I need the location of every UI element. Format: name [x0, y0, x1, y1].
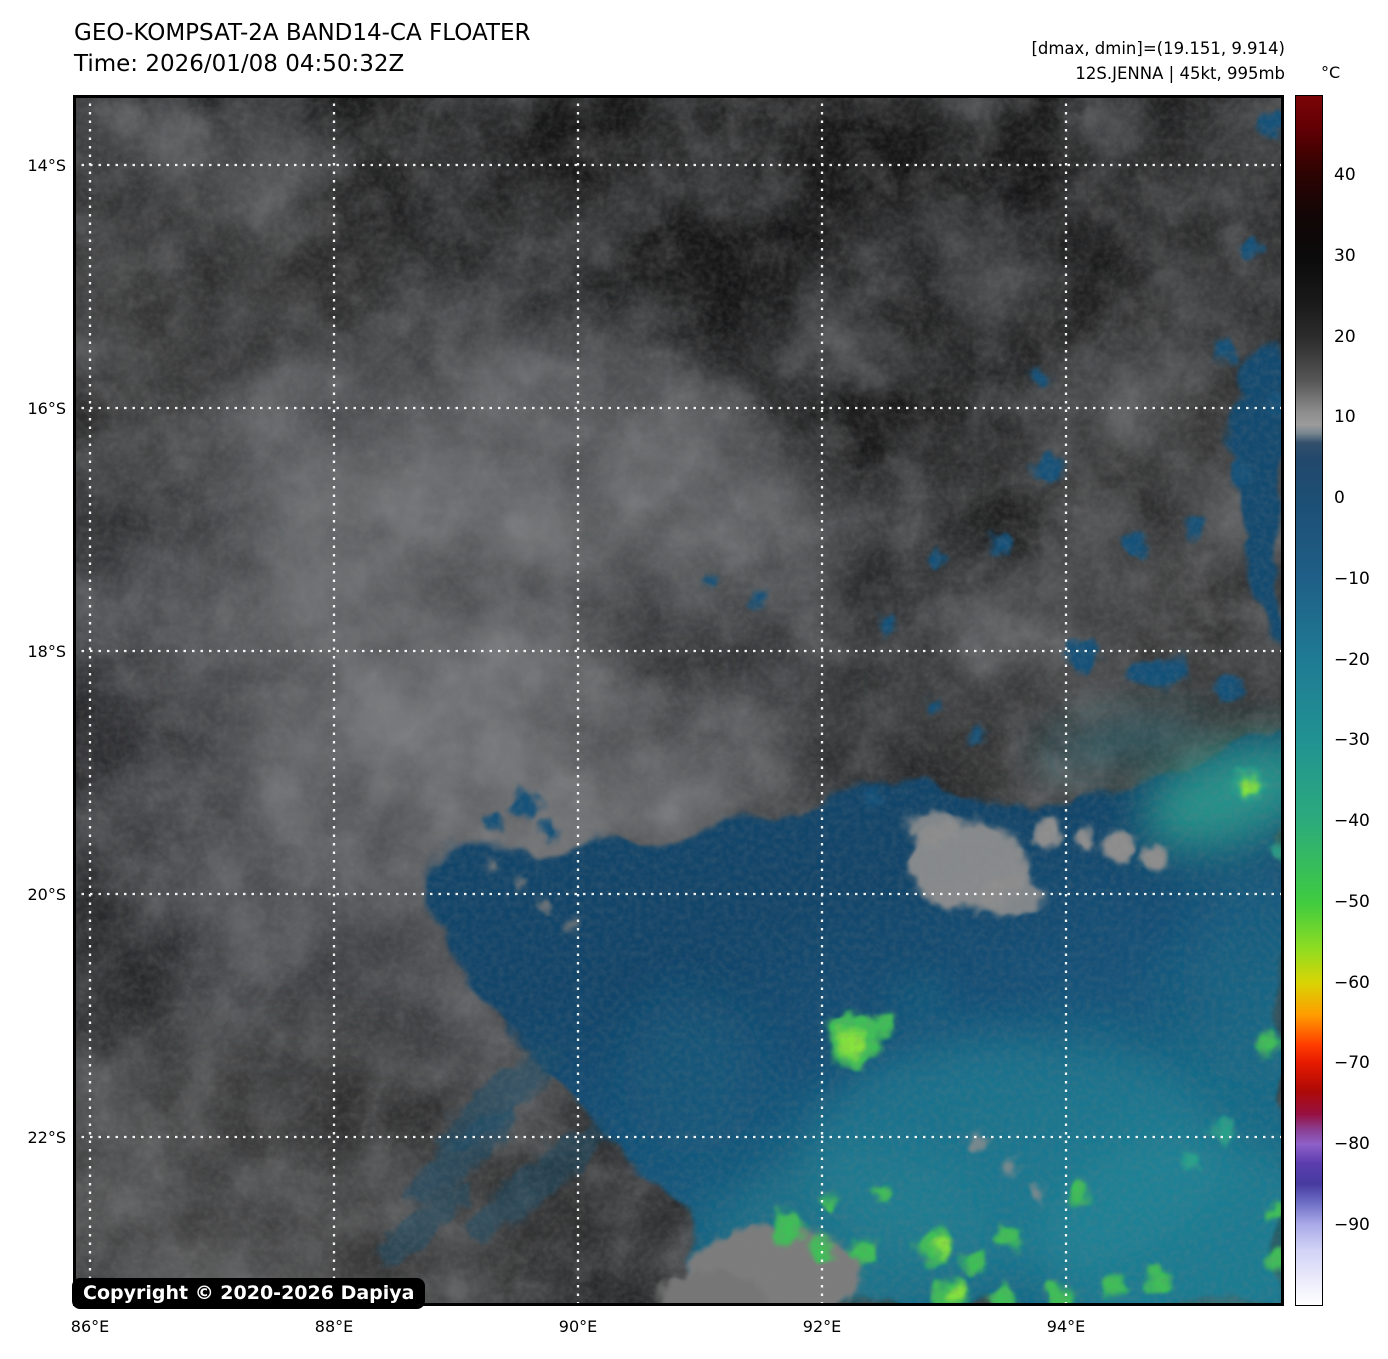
- lat-label: 18°S: [27, 641, 66, 661]
- dmax-dmin-readout: [dmax, dmin]=(19.151, 9.914): [1031, 39, 1285, 58]
- colorbar-tick-label: −90: [1334, 1214, 1370, 1235]
- colorbar-tick-label: −30: [1334, 730, 1370, 751]
- colorbar-tick-label: −60: [1334, 972, 1370, 993]
- colorbar: [1295, 95, 1323, 1306]
- satellite-image: [73, 95, 1284, 1306]
- colorbar-unit: °C: [1321, 63, 1341, 82]
- colorbar-tick-label: 30: [1334, 245, 1356, 266]
- colorbar-tick-label: 20: [1334, 326, 1356, 347]
- colorbar-tick-label: −70: [1334, 1053, 1370, 1074]
- lon-label: 88°E: [314, 1317, 354, 1336]
- grid-overlay: [73, 95, 1284, 1306]
- colorbar-tick-label: −20: [1334, 649, 1370, 670]
- lon-label: 90°E: [558, 1317, 598, 1336]
- colorbar-tick-label: −10: [1334, 568, 1370, 589]
- colorbar-tick-label: 10: [1334, 407, 1356, 428]
- lat-label: 20°S: [27, 884, 66, 904]
- colorbar-tick-label: 0: [1334, 488, 1345, 509]
- colorbar-tick-label: −80: [1334, 1134, 1370, 1155]
- colorbar-tick-label: −40: [1334, 811, 1370, 832]
- header-right-block: [dmax, dmin]=(19.151, 9.914) 12S.JENNA | …: [1031, 36, 1285, 86]
- colorbar-tick-label: 40: [1334, 165, 1356, 186]
- lat-label: 14°S: [27, 155, 66, 175]
- product-title: GEO-KOMPSAT-2A BAND14-CA FLOATER: [74, 20, 531, 46]
- colorbar-tick-label: −50: [1334, 891, 1370, 912]
- storm-info: 12S.JENNA | 45kt, 995mb: [1075, 64, 1285, 83]
- satellite-map-panel: [73, 95, 1284, 1306]
- lat-label: 16°S: [27, 398, 66, 418]
- lat-label: 22°S: [27, 1127, 66, 1147]
- image-grain: [73, 95, 1284, 1306]
- timestamp: Time: 2026/01/08 04:50:32Z: [74, 51, 405, 77]
- lon-label: 92°E: [802, 1317, 842, 1336]
- map-border: [73, 95, 1284, 1306]
- lon-label: 86°E: [70, 1317, 110, 1336]
- lon-label: 94°E: [1046, 1317, 1086, 1336]
- copyright-badge: Copyright © 2020-2026 Dapiya: [72, 1278, 426, 1309]
- title-block: GEO-KOMPSAT-2A BAND14-CA FLOATER Time: 20…: [74, 18, 530, 80]
